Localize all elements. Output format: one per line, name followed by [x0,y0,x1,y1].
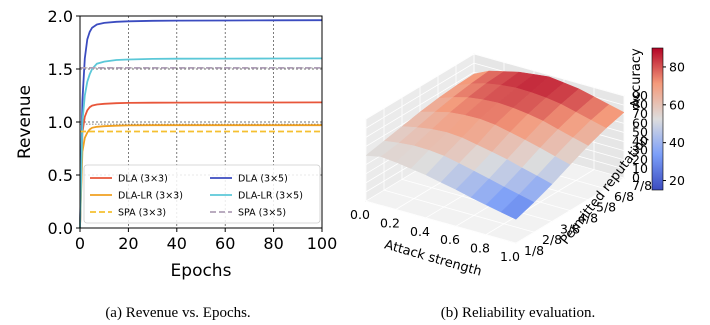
revenue-chart: 0 20 40 60 80 100 0.0 0.5 1.0 1.5 2.0 Epochs Reve… [15,7,337,321]
caption-b: (b) Reliability evaluation. [441,305,596,321]
z-tick-label: 60 [632,115,648,130]
x-tick-label: 0.2 [380,215,400,230]
series-line [79,57,323,229]
series-lines [79,19,323,229]
x-tick-label: 0.4 [410,224,430,239]
y-tick-label: 0.0 [48,219,73,238]
y-tick-label: 1.5 [48,60,73,79]
pane-grid-line [485,169,595,235]
z-tick-label: 90 [632,88,648,103]
z-tick-label: 70 [632,106,648,121]
x-tick-label: 0.0 [350,207,370,222]
x-ticks: 0 20 40 60 80 100 [75,228,337,253]
series-line [79,101,323,229]
colorbar-tick-label: 60 [669,97,685,112]
z-tick-label: 0 [632,170,640,185]
series-line [79,124,322,229]
legend-label: DLA-LR (3×5) [238,191,303,202]
y-tick-label: 1/8 [524,243,544,258]
legend-label: SPA (3×5) [238,208,286,219]
y-tick-label: 1.0 [48,113,73,132]
pane-grid-line [515,177,625,244]
z-tick-label: 40 [632,134,648,149]
surface-patch [500,194,535,220]
z-tick-label: 50 [632,124,648,139]
y-tick-label: 5/8 [596,200,616,215]
x-tick-label: 0.6 [440,232,460,247]
x-ticks: 0.0 0.2 0.4 0.6 0.8 1.0 [350,207,520,264]
y-tick-label: 2/8 [542,232,562,247]
colorbar-gradient [651,47,664,191]
x-tick-label: 80 [263,234,283,253]
x-tick-label: 40 [167,234,187,253]
colorbar-tick-label: 40 [669,135,685,150]
surface [365,70,625,220]
reference-lines [80,67,322,125]
x-tick-label: 100 [307,234,338,253]
colorbar: 20 40 60 80 [651,47,685,191]
caption-a: (a) Revenue vs. Epochs. [105,305,250,321]
y-tick-label: 4/8 [578,211,598,226]
colorbar-tick-label: 20 [669,173,685,188]
z-tick-label: 30 [632,143,648,158]
legend-label: DLA (3×5) [238,174,288,185]
y-tick-label: 2.0 [48,7,73,26]
x-tick-label: 0 [75,234,85,253]
y-ticks: 0.0 0.5 1.0 1.5 2.0 [48,7,80,238]
x-tick-label: 0.8 [470,241,490,256]
pane-grid-line [383,189,535,233]
z-tick-label: 80 [632,97,648,112]
y-tick-label: 7/8 [632,178,652,193]
x-tick-label: 60 [215,234,235,253]
y-axis-label: Revenue [15,85,35,159]
z-tick-label: 20 [632,152,648,167]
x-axis-label: Attack strength [383,238,484,280]
y-tick-label: 0.5 [48,166,73,185]
legend: DLA (3×3) DLA (3×5) DLA-LR (3×3) DLA-LR (3×… [83,164,321,224]
pane-grid-line [473,53,625,97]
z-tick-label: 10 [632,161,648,176]
legend-box [83,164,321,224]
legend-label: DLA-LR (3×3) [118,191,183,202]
legend-label: DLA (3×3) [118,174,168,185]
y-tick-label: 3/8 [560,221,580,236]
z-axis-label: Accuracy [629,48,644,108]
colorbar-tick-label: 80 [669,59,685,74]
y-tick-label: 6/8 [614,189,634,204]
legend-label: SPA (3×3) [118,208,166,219]
y-ticks: 1/82/83/84/85/86/87/8 [524,178,652,258]
x-tick-label: 20 [118,234,138,253]
pane-grid-line [365,200,517,244]
series-line [79,19,323,229]
x-axis-label: Epochs [171,261,232,281]
x-tick-label: 1.0 [500,249,520,264]
reliability-surface-chart: 0.0 0.2 0.4 0.6 0.8 1.0 1/82/83/84/85/86/87/8… [350,47,685,321]
